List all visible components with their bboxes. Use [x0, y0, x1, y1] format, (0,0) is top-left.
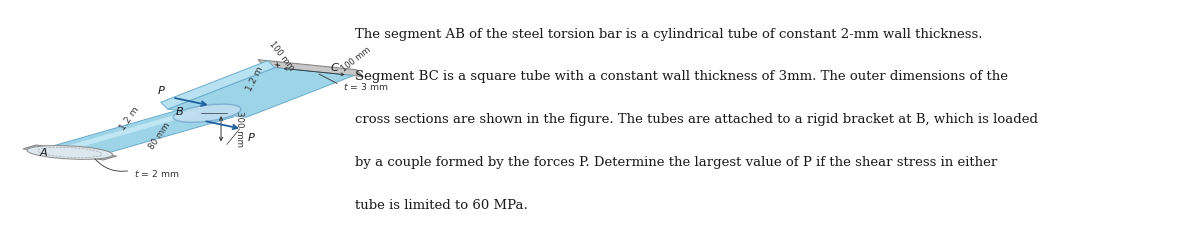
Text: $t$ = 3 mm: $t$ = 3 mm: [343, 81, 389, 92]
Ellipse shape: [173, 104, 241, 122]
Text: $P$: $P$: [157, 84, 166, 96]
Text: The segment AB of the steel torsion bar is a cylindrical tube of constant 2-mm w: The segment AB of the steel torsion bar …: [355, 28, 983, 41]
Polygon shape: [23, 145, 116, 160]
Text: $B$: $B$: [175, 105, 184, 117]
Text: $P$: $P$: [247, 131, 256, 143]
Text: $A$: $A$: [40, 146, 49, 158]
Text: 100 mm: 100 mm: [340, 45, 372, 73]
Text: tube is limited to 60 MPa.: tube is limited to 60 MPa.: [355, 199, 528, 212]
Polygon shape: [168, 68, 354, 117]
Text: Segment BC is a square tube with a constant wall thickness of 3mm. The outer dim: Segment BC is a square tube with a const…: [355, 70, 1008, 83]
Polygon shape: [161, 61, 275, 109]
Text: 1.2 m: 1.2 m: [118, 105, 140, 132]
Ellipse shape: [26, 146, 113, 159]
Text: $C$: $C$: [330, 61, 340, 73]
Text: by a couple formed by the forces P. Determine the largest value of P if the shea: by a couple formed by the forces P. Dete…: [355, 156, 997, 169]
Polygon shape: [43, 109, 234, 156]
Polygon shape: [258, 60, 364, 77]
Text: cross sections are shown in the figure. The tubes are attached to a rigid bracke: cross sections are shown in the figure. …: [355, 113, 1038, 126]
Text: 1.2 m: 1.2 m: [245, 65, 265, 93]
Text: 80 mm: 80 mm: [146, 121, 172, 151]
Polygon shape: [53, 111, 202, 152]
Text: $t$ = 2 mm: $t$ = 2 mm: [133, 168, 179, 179]
Text: 300 mm: 300 mm: [235, 111, 244, 147]
Text: 100 mm: 100 mm: [268, 40, 295, 72]
